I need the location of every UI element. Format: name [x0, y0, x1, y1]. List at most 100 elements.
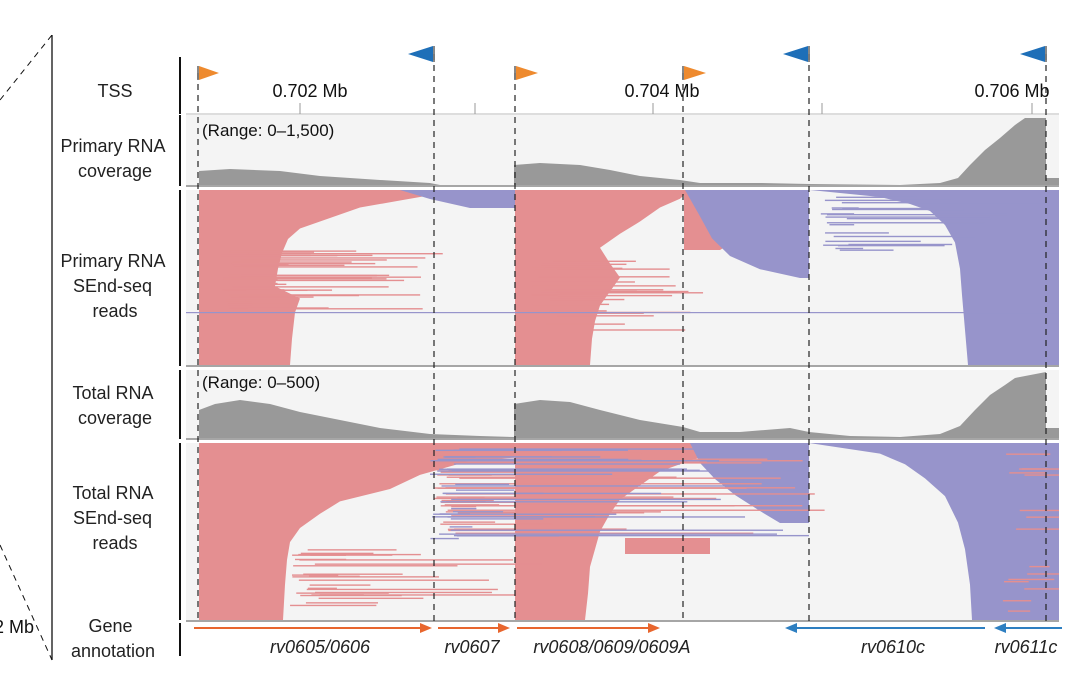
primary-fwd-read: [234, 283, 287, 286]
primary-rev-read: [826, 213, 1008, 216]
total-fwd-read: [318, 597, 424, 600]
primary-fwd-read: [225, 299, 252, 302]
total-fwd-read: [439, 483, 762, 485]
total-fwd-read: [455, 532, 754, 534]
total-fwd-read: [307, 587, 337, 590]
tick-0706: 0.706 Mb: [974, 81, 1049, 101]
primary-fwd-read: [246, 277, 372, 279]
total-reads-label: Total RNA SEnd-seq reads: [72, 483, 157, 553]
primary-fwd-read: [545, 323, 625, 325]
total-rev-read: [444, 456, 476, 458]
total-fwd-read: [1002, 600, 1032, 602]
total-rev-read: [451, 507, 477, 510]
gene-arrow-rv0605-0606: [194, 623, 432, 633]
total-fwd-read: [430, 462, 762, 464]
primary-rev-read: [832, 208, 964, 211]
total-fwd-read: [433, 497, 717, 500]
primary-fwd-read: [231, 262, 376, 265]
total-fwd-read: [440, 523, 553, 525]
total-fwd-read: [437, 452, 642, 455]
total-rev-read: [430, 473, 613, 475]
primary-fwd-read: [532, 285, 676, 287]
total-fwd-read: [437, 487, 747, 489]
total-rev-read: [439, 459, 642, 462]
tick-0702: 0.702 Mb: [272, 81, 347, 101]
primary-rev-read: [831, 207, 859, 209]
total-fwd-read: [451, 505, 477, 508]
primary-fwd-read: [552, 260, 636, 262]
tss-reverse-2: [783, 46, 810, 62]
total-fwd-read: [300, 552, 374, 555]
total-rev-read: [439, 533, 777, 535]
total-fwd-read: [1008, 578, 1055, 581]
primary-rev-read: [846, 217, 992, 220]
total-fwd-read: [447, 528, 521, 531]
primary-fwd-read: [549, 310, 607, 312]
total-rev-read: [450, 518, 544, 520]
primary-rev-block-3: [400, 190, 515, 208]
primary-fwd-read: [242, 266, 418, 268]
primary-fwd-read: [247, 308, 423, 310]
primary-rev-read: [825, 216, 990, 218]
primary-rev-read: [826, 222, 985, 224]
tss-forward-3: [682, 66, 706, 80]
tss-forward-2: [514, 66, 538, 80]
primary-fwd-read: [232, 261, 352, 263]
gene-arrow-rv0607: [438, 623, 510, 633]
total-reads-pileup: [199, 443, 1059, 620]
total-fwd-read: [294, 558, 347, 561]
primary-fwd-read: [531, 294, 602, 296]
total-fwd-block-1: [199, 443, 700, 620]
primary-fwd-read: [233, 257, 426, 259]
total-rev-read: [447, 516, 746, 518]
primary-fwd-block-1: [199, 190, 432, 365]
total-fwd-read: [457, 496, 485, 498]
total-rev-read: [456, 535, 560, 537]
primary-fwd-read: [234, 303, 297, 305]
total-fwd-read: [459, 477, 781, 479]
primary-fwd-read: [232, 286, 389, 288]
total-fwd-read: [444, 504, 500, 506]
total-rev-read: [437, 458, 629, 461]
total-rev-read: [453, 463, 681, 465]
primary-fwd-read: [557, 315, 654, 317]
primary-fwd-read: [538, 276, 670, 278]
primary-rev-read: [835, 247, 864, 250]
total-coverage-shape: [186, 372, 1059, 438]
total-fwd-read: [292, 576, 439, 578]
total-fwd-read: [307, 549, 397, 551]
total-rev-read: [452, 511, 504, 513]
primary-fwd-read: [544, 267, 623, 270]
tss-guide-lines: [197, 54, 1047, 622]
zoom-guide-bottom: [0, 544, 53, 661]
total-fwd-read: [298, 553, 421, 556]
primary-fwd-read: [230, 296, 314, 298]
primary-fwd-read: [559, 292, 704, 294]
total-rev-read: [445, 456, 552, 458]
gene-label-rv0611c: rv0611c: [995, 637, 1058, 657]
primary-fwd-read: [532, 265, 579, 268]
gene-label-rv0605-0606: rv0605/0606: [270, 637, 371, 657]
primary-rev-read: [829, 224, 855, 226]
primary-fwd-read: [242, 264, 287, 266]
total-rev-read: [451, 469, 700, 472]
tss-forward-1: [197, 66, 219, 80]
primary-rev-read: [823, 244, 932, 246]
total-fwd-read: [1021, 468, 1049, 470]
total-fwd-read: [457, 512, 645, 514]
total-rev-read: [437, 470, 799, 472]
total-fwd-patch: [625, 538, 710, 554]
total-fwd-read: [311, 594, 515, 596]
primary-fwd-read: [248, 253, 443, 255]
primary-fwd-read: [233, 279, 405, 282]
primary-fwd-read: [549, 329, 686, 331]
primary-coverage-area: [186, 118, 1059, 185]
total-rev-read: [455, 489, 515, 491]
primary-fwd-read: [530, 281, 635, 283]
total-rev-read: [433, 513, 617, 515]
total-fwd-read: [303, 573, 403, 575]
total-fwd-read: [440, 505, 735, 507]
total-coverage-area: [186, 372, 1059, 438]
total-fwd-read: [305, 602, 379, 604]
total-rev-read: [446, 468, 687, 470]
